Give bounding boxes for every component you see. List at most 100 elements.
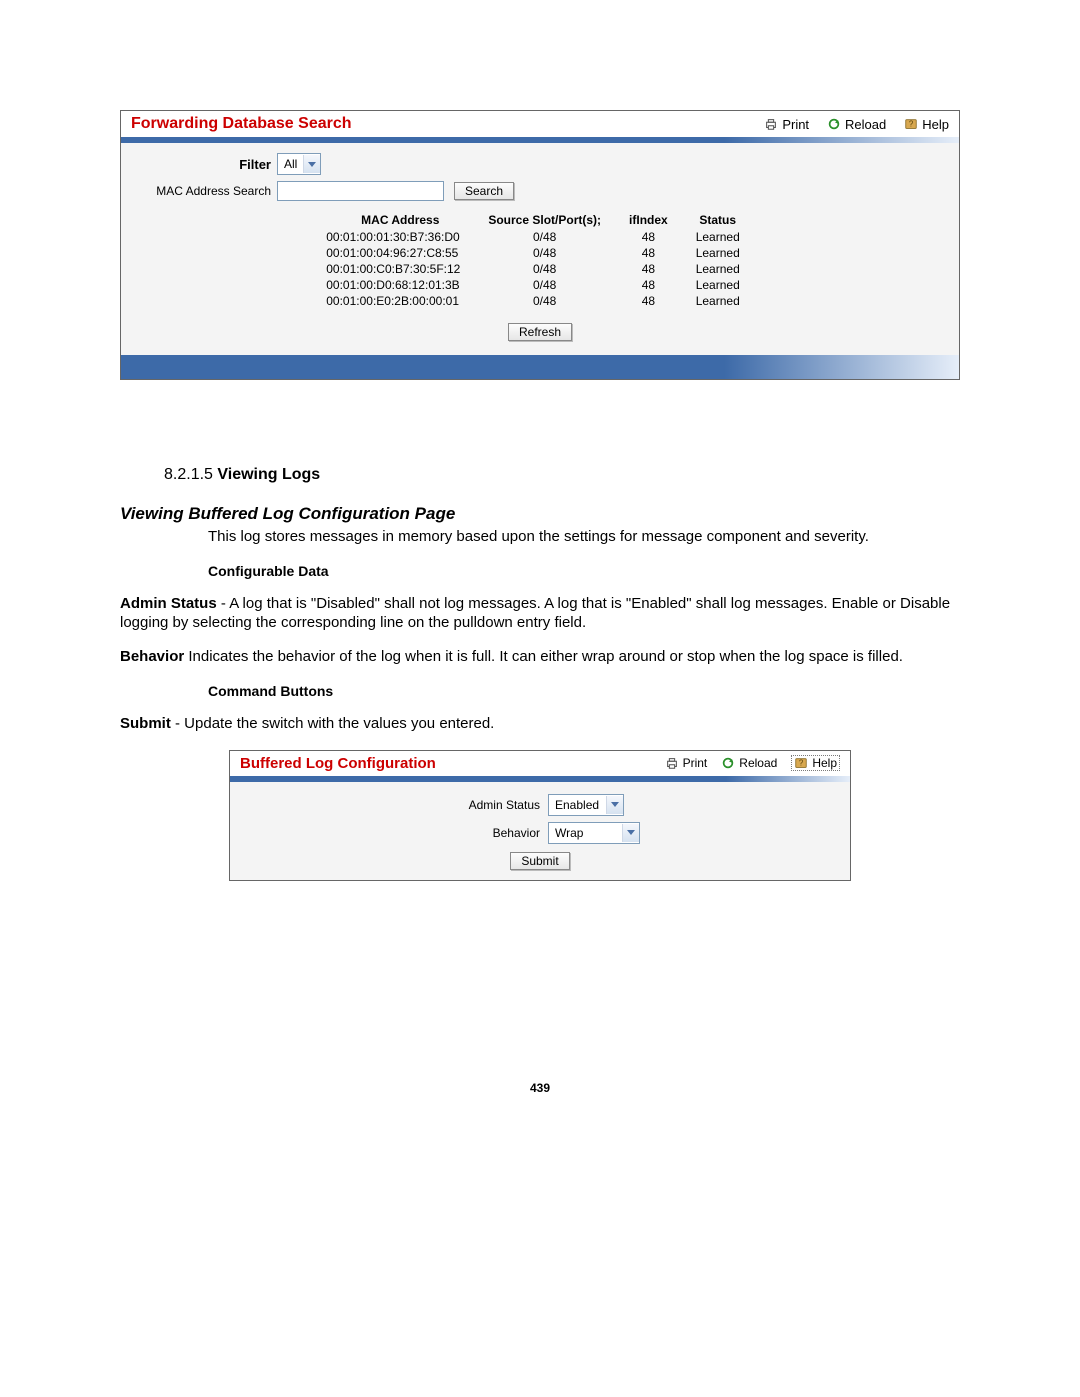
table-row: 00:01:00:01:30:B7:36:D00/4848Learned <box>326 229 754 245</box>
buffered-log-panel: Buffered Log Configuration Print Reload <box>229 750 851 881</box>
behavior-row: Behavior Wrap <box>240 822 840 844</box>
print-icon <box>665 756 679 770</box>
mac-search-input[interactable] <box>277 181 444 201</box>
cell-status: Learned <box>682 261 754 277</box>
admin-status-desc: - A log that is "Disabled" shall not log… <box>120 595 950 631</box>
table-row: 00:01:00:C0:B7:30:5F:120/4848Learned <box>326 261 754 277</box>
cell-status: Learned <box>682 229 754 245</box>
admin-status-row: Admin Status Enabled <box>240 794 840 816</box>
behavior-desc: Indicates the behavior of the log when i… <box>184 648 903 665</box>
behavior-label: Behavior <box>240 826 540 840</box>
filter-select[interactable]: All <box>277 153 321 175</box>
table-row: 00:01:00:E0:2B:00:00:010/4848Learned <box>326 293 754 309</box>
behavior-term: Behavior <box>120 648 184 665</box>
admin-status-label: Admin Status <box>240 798 540 812</box>
help-link[interactable]: ? Help <box>791 755 840 771</box>
search-button[interactable]: Search <box>454 182 514 200</box>
forwarding-db-panel: Forwarding Database Search Print Reload <box>120 110 960 380</box>
cell-mac: 00:01:00:D0:68:12:01:3B <box>326 277 474 293</box>
table-header-row: MAC Address Source Slot/Port(s); ifIndex… <box>326 211 754 229</box>
section-number: 8.2.1.5 <box>164 466 217 483</box>
refresh-button[interactable]: Refresh <box>508 323 572 341</box>
cell-mac: 00:01:00:E0:2B:00:00:01 <box>326 293 474 309</box>
submit-para: Submit - Update the switch with the valu… <box>120 715 960 734</box>
chevron-down-icon <box>606 796 623 814</box>
cell-src: 0/48 <box>474 229 615 245</box>
chevron-down-icon <box>303 155 320 173</box>
command-buttons-heading: Command Buttons <box>208 683 960 699</box>
cell-src: 0/48 <box>474 261 615 277</box>
table-row: 00:01:00:D0:68:12:01:3B0/4848Learned <box>326 277 754 293</box>
help-link[interactable]: ? Help <box>904 117 949 132</box>
help-label: Help <box>922 117 949 132</box>
print-link[interactable]: Print <box>764 117 809 132</box>
cell-status: Learned <box>682 293 754 309</box>
cell-mac: 00:01:00:01:30:B7:36:D0 <box>326 229 474 245</box>
reload-link[interactable]: Reload <box>721 756 777 770</box>
mac-table: MAC Address Source Slot/Port(s); ifIndex… <box>326 211 754 309</box>
filter-value: All <box>278 157 303 171</box>
section-title: Viewing Logs <box>217 466 320 483</box>
cell-ifindex: 48 <box>615 245 682 261</box>
reload-link[interactable]: Reload <box>827 117 886 132</box>
help-label: Help <box>812 756 837 770</box>
panel2-actions: Print Reload ? Help <box>665 755 840 771</box>
cell-src: 0/48 <box>474 293 615 309</box>
panel2-header: Buffered Log Configuration Print Reload <box>230 751 850 776</box>
cell-mac: 00:01:00:04:96:27:C8:55 <box>326 245 474 261</box>
reload-label: Reload <box>739 756 777 770</box>
submit-button[interactable]: Submit <box>510 852 569 870</box>
mac-search-label: MAC Address Search <box>131 184 271 198</box>
cell-mac: 00:01:00:C0:B7:30:5F:12 <box>326 261 474 277</box>
panel2-title: Buffered Log Configuration <box>240 755 665 772</box>
refresh-row: Refresh <box>131 323 949 341</box>
submit-term: Submit <box>120 715 171 732</box>
col-status: Status <box>682 211 754 229</box>
cell-ifindex: 48 <box>615 261 682 277</box>
admin-status-para: Admin Status - A log that is "Disabled" … <box>120 595 960 633</box>
page-subheading: Viewing Buffered Log Configuration Page <box>120 504 960 524</box>
table-row: 00:01:00:04:96:27:C8:550/4848Learned <box>326 245 754 261</box>
help-icon: ? <box>794 756 808 770</box>
panel2-body: Admin Status Enabled Behavior Wrap Submi… <box>230 782 850 880</box>
admin-status-value: Enabled <box>549 798 606 812</box>
admin-status-select[interactable]: Enabled <box>548 794 624 816</box>
col-mac: MAC Address <box>326 211 474 229</box>
cell-ifindex: 48 <box>615 277 682 293</box>
behavior-select[interactable]: Wrap <box>548 822 640 844</box>
cell-ifindex: 48 <box>615 229 682 245</box>
page-number: 439 <box>120 1081 960 1095</box>
print-icon <box>764 117 778 131</box>
print-label: Print <box>782 117 809 132</box>
cell-src: 0/48 <box>474 277 615 293</box>
footer-bar <box>121 355 959 379</box>
panel-body: Filter All MAC Address Search Search MAC… <box>121 143 959 355</box>
reload-icon <box>721 756 735 770</box>
filter-label: Filter <box>131 157 271 172</box>
reload-icon <box>827 117 841 131</box>
cell-status: Learned <box>682 245 754 261</box>
mac-search-row: MAC Address Search Search <box>131 181 949 201</box>
behavior-value: Wrap <box>549 826 622 840</box>
admin-status-term: Admin Status <box>120 595 217 612</box>
reload-label: Reload <box>845 117 886 132</box>
cell-ifindex: 48 <box>615 293 682 309</box>
submit-row: Submit <box>240 852 840 870</box>
panel-actions: Print Reload ? Help <box>764 117 949 132</box>
panel-title: Forwarding Database Search <box>131 115 764 133</box>
panel-header: Forwarding Database Search Print Reload <box>121 111 959 137</box>
cell-status: Learned <box>682 277 754 293</box>
behavior-para: Behavior Indicates the behavior of the l… <box>120 648 960 667</box>
filter-row: Filter All <box>131 153 949 175</box>
col-src: Source Slot/Port(s); <box>474 211 615 229</box>
section-heading: 8.2.1.5 Viewing Logs <box>164 466 960 484</box>
cell-src: 0/48 <box>474 245 615 261</box>
help-icon: ? <box>904 117 918 131</box>
svg-text:?: ? <box>909 120 914 129</box>
chevron-down-icon <box>622 824 639 842</box>
print-label: Print <box>683 756 708 770</box>
configurable-data-heading: Configurable Data <box>208 563 960 579</box>
svg-text:?: ? <box>799 759 804 768</box>
intro-text: This log stores messages in memory based… <box>208 528 960 547</box>
print-link[interactable]: Print <box>665 756 708 770</box>
